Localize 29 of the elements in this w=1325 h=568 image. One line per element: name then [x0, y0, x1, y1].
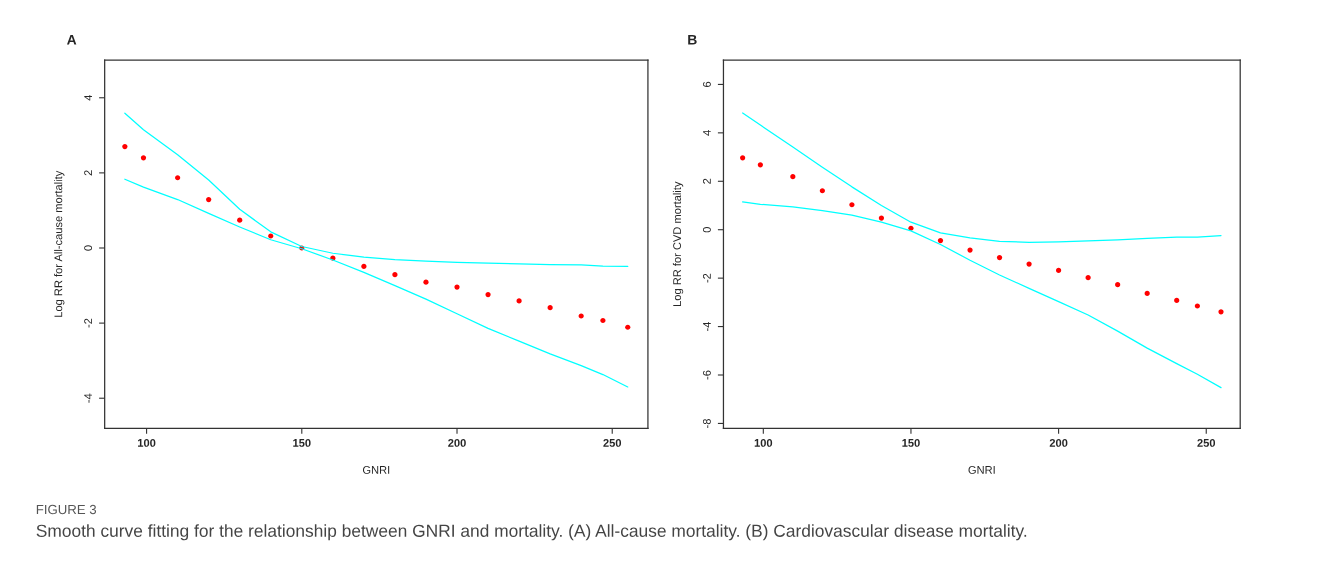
- x-axis-title: GNRI: [362, 466, 390, 474]
- y-tick-label: 6: [702, 81, 711, 87]
- y-tick-label: 4: [703, 130, 711, 136]
- y-tick-label: 4: [84, 95, 92, 101]
- y-axis-title: Log RR for All-cause mortality: [54, 170, 65, 317]
- x-tick-label: 200: [1049, 438, 1068, 447]
- y-tick-label: -4: [84, 393, 92, 403]
- text: Smooth curve fitting for the relationship between GNRI and mortality. (A) All-cause mortality. (B) Cardiovascular disease mortality.: [36, 524, 1027, 541]
- y-tick-label: -2: [84, 318, 92, 328]
- x-axis-title: GNRI: [968, 466, 995, 474]
- x-tick-label: 200: [448, 438, 466, 447]
- x-tick-label: 100: [754, 438, 773, 447]
- y-tick-label: 2: [84, 170, 92, 176]
- y-tick-label: -8: [702, 418, 711, 428]
- y-axis-title: Log RR for CVD mortality: [672, 181, 684, 306]
- caption: FIGURE 3: [36, 504, 97, 515]
- y-tick-label: 2: [702, 178, 711, 184]
- y-tick-label: 0: [84, 245, 93, 251]
- x-tick-label: 250: [603, 438, 622, 447]
- x-tick-label: 150: [902, 438, 920, 447]
- x-tick-label: 150: [293, 438, 311, 447]
- x-tick-label: 250: [1197, 438, 1216, 447]
- x-tick-label: 100: [138, 438, 156, 447]
- chart-title: B: [688, 34, 697, 45]
- y-tick-label: -6: [702, 370, 711, 380]
- chart-title: A: [66, 34, 77, 45]
- y-tick-label: -2: [702, 273, 711, 283]
- y-tick-label: 0: [702, 227, 711, 233]
- y-tick-label: -4: [703, 321, 711, 332]
